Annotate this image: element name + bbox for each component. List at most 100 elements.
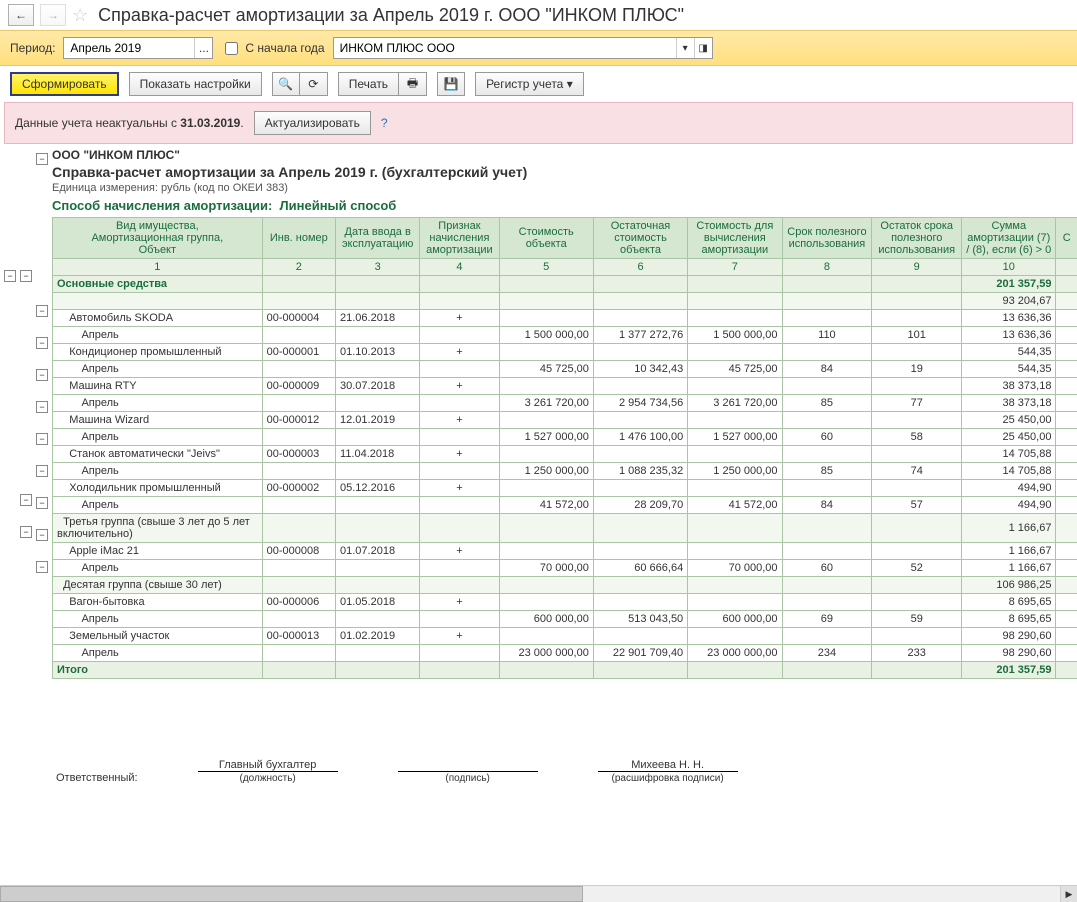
period-field[interactable] — [64, 39, 194, 57]
update-button[interactable]: Актуализировать — [254, 111, 371, 135]
cell — [499, 446, 593, 463]
print-button[interactable]: Печать — [338, 72, 399, 96]
cell — [420, 395, 499, 412]
cell — [1056, 463, 1077, 480]
cell: 60 — [782, 429, 872, 446]
cell: 201 357,59 — [962, 276, 1056, 293]
tree-toggle-icon[interactable]: − — [36, 153, 48, 165]
org-select[interactable]: ▾ ◨ — [333, 37, 713, 59]
cell — [593, 378, 687, 395]
cell: 21.06.2018 — [336, 310, 420, 327]
org-field[interactable] — [334, 39, 676, 57]
org-open-button[interactable]: ◨ — [694, 38, 712, 58]
cell — [1056, 395, 1077, 412]
tree-toggle-icon[interactable]: − — [36, 529, 48, 541]
cell: 494,90 — [962, 480, 1056, 497]
fio-hint: (расшифровка подписи) — [598, 771, 738, 784]
cell: Апрель — [53, 429, 263, 446]
cell: 1 527 000,00 — [499, 429, 593, 446]
cell: Десятая группа (свыше 30 лет) — [53, 577, 263, 594]
tree-toggle-icon[interactable]: − — [20, 526, 32, 538]
col-header-9: Сумма амортизации (7) / (8), если (6) > … — [962, 218, 1056, 259]
cell — [872, 662, 962, 679]
org-dropdown-button[interactable]: ▾ — [676, 38, 694, 58]
refresh-search-button[interactable]: ⟳ — [300, 72, 328, 96]
cell — [499, 628, 593, 645]
report-title: Справка-расчет амортизации за Апрель 201… — [52, 164, 1077, 180]
cell — [688, 577, 782, 594]
from-year-start-input[interactable] — [225, 42, 238, 55]
col-header-1: Инв. номер — [262, 218, 335, 259]
cell — [420, 463, 499, 480]
scrollbar-thumb[interactable] — [0, 886, 583, 902]
cell: 600 000,00 — [499, 611, 593, 628]
print-settings-button[interactable]: 🖶 — [399, 72, 427, 96]
cell — [499, 514, 593, 543]
col-index: 8 — [782, 259, 872, 276]
cell — [262, 514, 335, 543]
tree-toggle-icon[interactable]: − — [36, 305, 48, 317]
cell — [1056, 594, 1077, 611]
help-icon[interactable]: ? — [381, 116, 388, 130]
cell — [872, 577, 962, 594]
cell: Автомобиль SKODA — [53, 310, 263, 327]
period-picker-button[interactable]: ... — [194, 38, 212, 58]
cell — [1056, 497, 1077, 514]
show-settings-button[interactable]: Показать настройки — [129, 72, 262, 96]
tree-toggle-icon[interactable]: − — [36, 369, 48, 381]
cell: 101 — [872, 327, 962, 344]
cell — [688, 662, 782, 679]
cell: 98 290,60 — [962, 645, 1056, 662]
cell — [336, 429, 420, 446]
tree-toggle-icon[interactable]: − — [20, 494, 32, 506]
report-method: Способ начисления амортизации: Линейный … — [52, 198, 1077, 213]
cell: 98 290,60 — [962, 628, 1056, 645]
scroll-right-button[interactable]: ▶ — [1060, 886, 1077, 902]
cell: 13 636,36 — [962, 327, 1056, 344]
tree-toggle-icon[interactable]: − — [36, 497, 48, 509]
report-org: ООО "ИНКОМ ПЛЮС" — [52, 148, 1077, 162]
tree-toggle-icon[interactable]: − — [36, 561, 48, 573]
cell: + — [420, 543, 499, 560]
cell: 12.01.2019 — [336, 412, 420, 429]
report-unit: Единица измерения: рубль (код по ОКЕИ 38… — [52, 182, 1077, 194]
form-button[interactable]: Сформировать — [10, 72, 119, 96]
cell — [420, 361, 499, 378]
col-header-3: Признак начисления амортизации — [420, 218, 499, 259]
cell — [499, 480, 593, 497]
cell: 1 166,67 — [962, 543, 1056, 560]
cell: 85 — [782, 463, 872, 480]
search-button[interactable]: 🔍 — [272, 72, 300, 96]
cell: 84 — [782, 497, 872, 514]
favorite-icon[interactable]: ☆ — [72, 5, 88, 26]
tree-toggle-root[interactable]: − — [4, 270, 16, 282]
cell: Апрель — [53, 560, 263, 577]
cell: 38 373,18 — [962, 378, 1056, 395]
save-button[interactable]: 💾 — [437, 72, 465, 96]
signature-hint: (подпись) — [398, 771, 538, 784]
cell: Машина RTY — [53, 378, 263, 395]
cell: Основные средства — [53, 276, 263, 293]
register-button[interactable]: Регистр учета ▾ — [475, 72, 584, 96]
h-scrollbar[interactable]: ▶ — [0, 885, 1077, 902]
col-header-8: Остаток срока полезного использования — [872, 218, 962, 259]
cell — [420, 293, 499, 310]
back-button[interactable]: ← — [8, 4, 34, 26]
cell — [1056, 378, 1077, 395]
cell — [336, 611, 420, 628]
from-year-start-checkbox[interactable]: С начала года — [221, 39, 324, 58]
tree-toggle-icon[interactable]: − — [36, 337, 48, 349]
cell — [782, 378, 872, 395]
tree-toggle-icon[interactable]: − — [36, 433, 48, 445]
cell: Apple iMac 21 — [53, 543, 263, 560]
tree-toggle-icon[interactable]: − — [36, 401, 48, 413]
tree-toggle-icon[interactable]: − — [36, 465, 48, 477]
cell: 30.07.2018 — [336, 378, 420, 395]
cell — [1056, 514, 1077, 543]
forward-button[interactable]: → — [40, 4, 66, 26]
cell — [593, 276, 687, 293]
tree-toggle-icon[interactable]: − — [20, 270, 32, 282]
period-input[interactable]: ... — [63, 37, 213, 59]
cell — [1056, 446, 1077, 463]
cell: 00-000003 — [262, 446, 335, 463]
